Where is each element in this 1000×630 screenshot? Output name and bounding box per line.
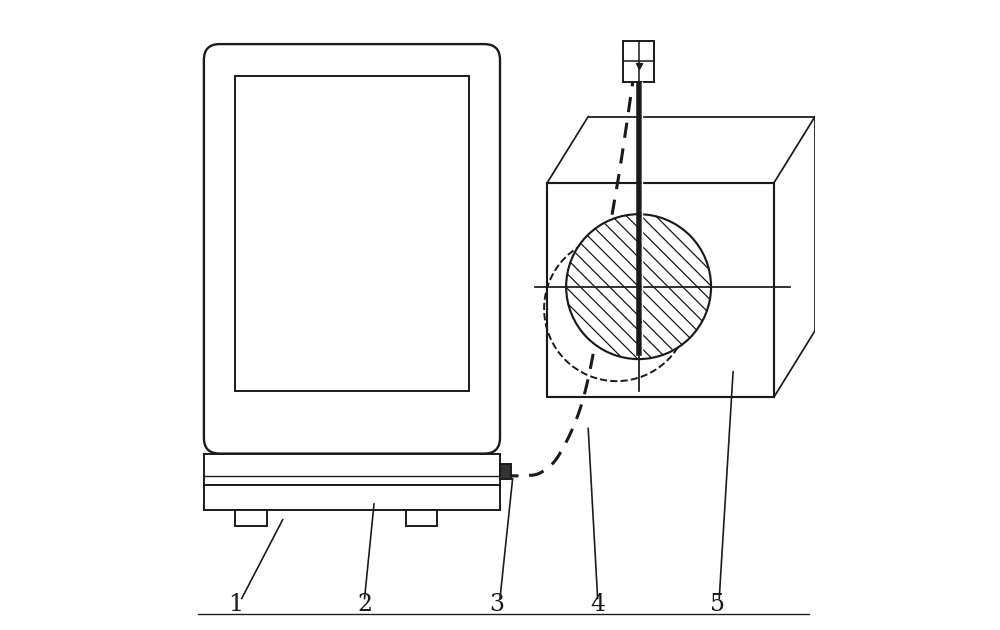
Bar <box>547 183 774 397</box>
Text: 2: 2 <box>357 593 372 616</box>
Bar <box>623 41 654 82</box>
FancyBboxPatch shape <box>204 44 500 454</box>
Circle shape <box>566 214 711 359</box>
Bar <box>204 454 500 485</box>
Bar <box>235 510 267 526</box>
Text: 3: 3 <box>489 593 504 616</box>
Text: 4: 4 <box>590 593 605 616</box>
Text: 1: 1 <box>228 593 243 616</box>
Bar <box>406 510 437 526</box>
Bar <box>235 76 468 391</box>
Bar <box>500 464 511 479</box>
Text: 5: 5 <box>710 593 725 616</box>
Bar <box>204 485 500 510</box>
